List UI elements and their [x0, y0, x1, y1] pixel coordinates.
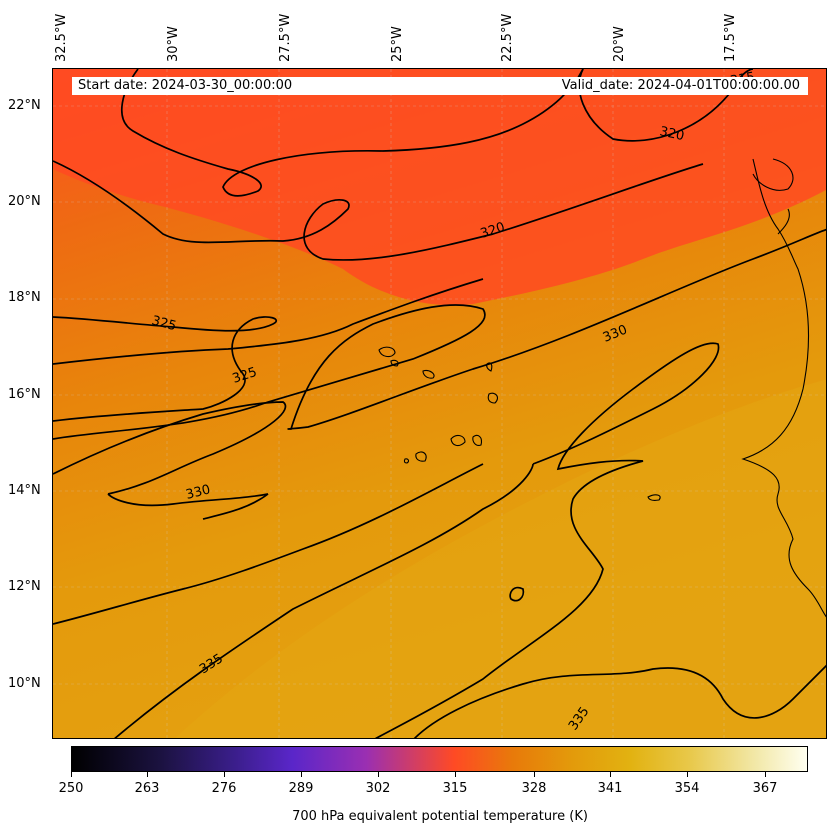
contour-label-325-west: 325: [150, 313, 178, 334]
lat-label-20n: 20°N: [8, 194, 41, 209]
lat-label-10n: 10°N: [8, 676, 41, 691]
colorbar: [71, 746, 808, 772]
contour-label-325-east: 325: [231, 365, 259, 387]
colorbar-tick: [378, 772, 379, 777]
lat-label-14n: 14°N: [8, 483, 41, 498]
lat-label-18n: 18°N: [8, 290, 41, 305]
contour-label-320-mid: 320: [479, 220, 507, 242]
map-panel: 315 320 320 325 325 330 330 335 335: [52, 68, 827, 739]
colorbar-tick-label: 328: [521, 781, 547, 796]
colorbar-tick: [147, 772, 148, 777]
contour-label-320-north: 320: [658, 124, 685, 144]
colorbar-tick-label: 302: [365, 781, 391, 796]
warm-band: [53, 69, 826, 306]
colorbar-tick: [71, 772, 72, 777]
colorbar-tick: [224, 772, 225, 777]
start-date: Start date: 2024-03-30_00:00:00: [78, 78, 293, 93]
colorbar-tick-label: 341: [597, 781, 623, 796]
colorbar-tick-label: 354: [674, 781, 700, 796]
lon-label-25w: 25°W: [390, 26, 405, 62]
contour-lines: [53, 69, 826, 738]
lon-label-22-5w: 22.5°W: [500, 13, 515, 62]
colorbar-tick-label: 315: [442, 781, 468, 796]
colorbar-tick-label: 276: [211, 781, 237, 796]
date-info-box: Start date: 2024-03-30_00:00:00 Valid_da…: [72, 77, 808, 95]
colorbar-tick-label: 250: [58, 781, 84, 796]
lon-label-17-5w: 17.5°W: [723, 13, 738, 62]
colorbar-tick-label: 367: [752, 781, 778, 796]
lon-label-32-5w: 32.5°W: [54, 13, 69, 62]
lon-label-30w: 30°W: [166, 26, 181, 62]
lon-label-27-5w: 27.5°W: [278, 13, 293, 62]
lat-label-22n: 22°N: [8, 98, 41, 113]
valid-date: Valid_date: 2024-04-01T00:00:00.00: [561, 78, 800, 93]
colorbar-tick: [534, 772, 535, 777]
map-canvas: 315 320 320 325 325 330 330 335 335: [53, 69, 826, 738]
cape-verde-islands: [378, 346, 661, 501]
colorbar-tick: [610, 772, 611, 777]
colorbar-tick: [765, 772, 766, 777]
colorbar-tick-label: 289: [288, 781, 314, 796]
colorbar-tick: [455, 772, 456, 777]
colorbar-title: 700 hPa equivalent potential temperature…: [292, 809, 588, 824]
lon-label-20w: 20°W: [612, 26, 627, 62]
graticule: [53, 69, 826, 738]
amber-band: [175, 379, 826, 738]
coastline: [741, 158, 826, 618]
lat-label-16n: 16°N: [8, 387, 41, 402]
lat-label-12n: 12°N: [8, 579, 41, 594]
colorbar-tick: [301, 772, 302, 777]
colorbar-tick: [687, 772, 688, 777]
colorbar-tick-label: 263: [134, 781, 160, 796]
contour-label-330-west: 330: [184, 482, 212, 503]
